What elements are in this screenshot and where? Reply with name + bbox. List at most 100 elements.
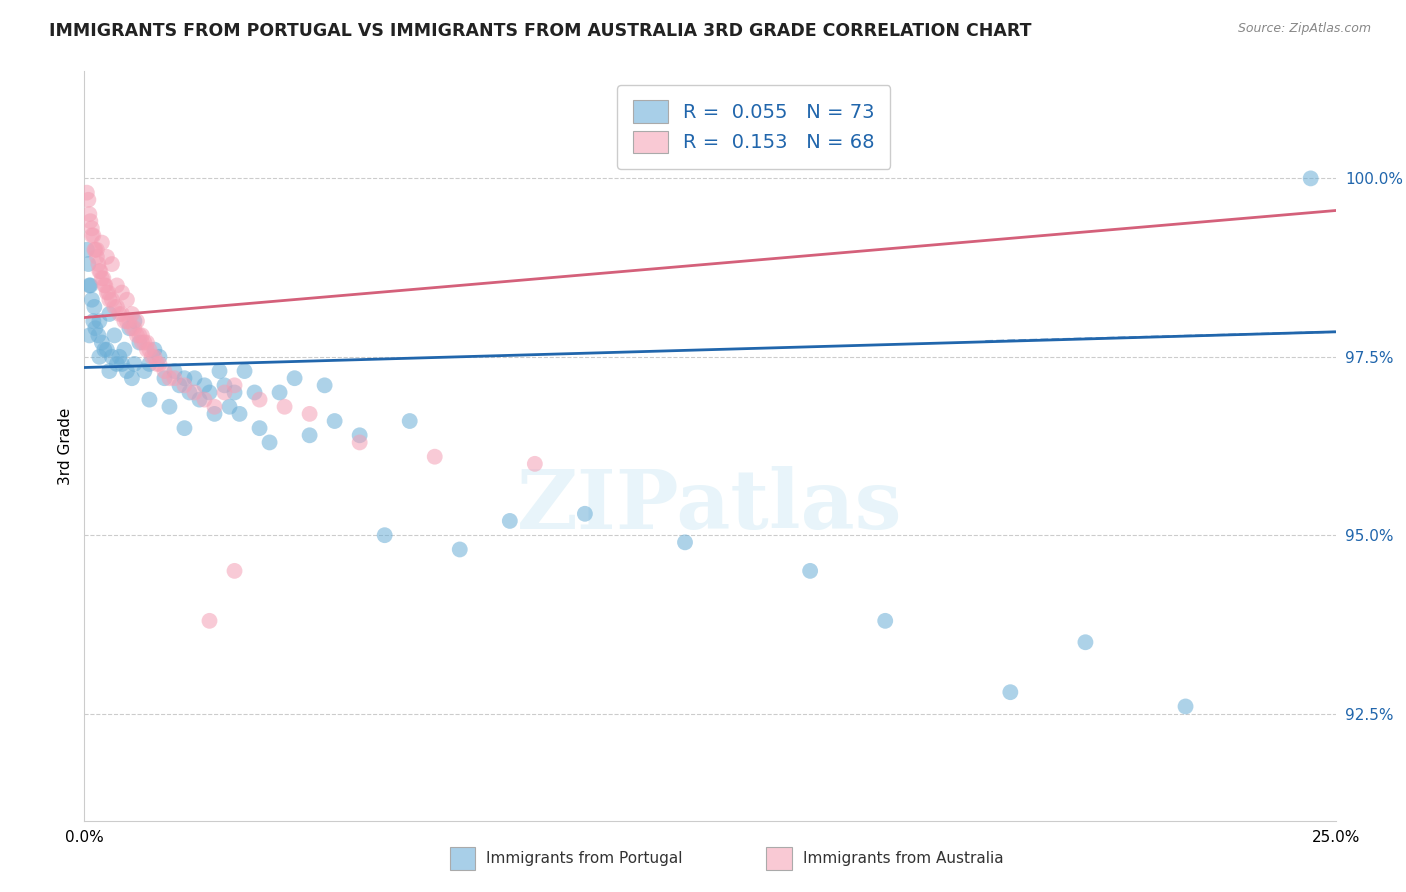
- Point: [138, 357, 160, 371]
- Point: [89, 314, 111, 328]
- Point: [80, 293, 103, 307]
- Point: [1074, 635, 1097, 649]
- Point: [224, 564, 246, 578]
- Point: [115, 364, 138, 378]
- Point: [86, 243, 108, 257]
- Point: [208, 364, 231, 378]
- Point: [183, 371, 205, 385]
- Point: [214, 378, 236, 392]
- Point: [96, 285, 118, 300]
- Point: [131, 328, 153, 343]
- Point: [84, 243, 107, 257]
- Point: [101, 293, 124, 307]
- Point: [76, 186, 98, 200]
- Point: [183, 385, 205, 400]
- Point: [1174, 699, 1197, 714]
- Point: [111, 285, 134, 300]
- Point: [875, 614, 897, 628]
- Point: [314, 378, 336, 392]
- Point: [121, 321, 143, 335]
- Point: [90, 271, 112, 285]
- Point: [82, 314, 104, 328]
- Point: [198, 385, 221, 400]
- Point: [193, 378, 215, 392]
- Point: [96, 343, 118, 357]
- Point: [259, 435, 281, 450]
- Point: [77, 257, 100, 271]
- Point: [173, 378, 195, 392]
- Point: [159, 400, 181, 414]
- Point: [83, 243, 105, 257]
- Point: [673, 535, 696, 549]
- Point: [574, 507, 596, 521]
- Point: [269, 385, 291, 400]
- Point: [111, 307, 134, 321]
- Point: [124, 314, 146, 328]
- Point: [136, 335, 159, 350]
- Point: [124, 321, 146, 335]
- Point: [96, 250, 118, 264]
- Point: [799, 564, 821, 578]
- Point: [198, 614, 221, 628]
- Point: [111, 357, 134, 371]
- Point: [228, 407, 250, 421]
- Point: [188, 392, 211, 407]
- Point: [89, 350, 111, 364]
- Point: [101, 257, 124, 271]
- Point: [134, 364, 156, 378]
- Text: Source: ZipAtlas.com: Source: ZipAtlas.com: [1237, 22, 1371, 36]
- Point: [204, 407, 226, 421]
- Point: [143, 350, 166, 364]
- Point: [173, 371, 195, 385]
- Point: [125, 314, 148, 328]
- Point: [349, 435, 371, 450]
- Point: [449, 542, 471, 557]
- Point: [79, 328, 101, 343]
- Point: [118, 321, 141, 335]
- Point: [121, 307, 143, 321]
- Point: [163, 371, 186, 385]
- Point: [115, 314, 138, 328]
- Point: [193, 392, 215, 407]
- Point: [97, 285, 120, 300]
- Point: [98, 307, 121, 321]
- Point: [93, 343, 115, 357]
- Point: [115, 293, 138, 307]
- Point: [159, 371, 181, 385]
- Point: [121, 371, 143, 385]
- Point: [108, 350, 131, 364]
- Point: [112, 314, 135, 328]
- Text: IMMIGRANTS FROM PORTUGAL VS IMMIGRANTS FROM AUSTRALIA 3RD GRADE CORRELATION CHAR: IMMIGRANTS FROM PORTUGAL VS IMMIGRANTS F…: [49, 22, 1032, 40]
- Text: ZIPatlas: ZIPatlas: [517, 466, 903, 546]
- Point: [77, 193, 100, 207]
- Point: [84, 321, 107, 335]
- Point: [112, 343, 135, 357]
- Point: [138, 343, 160, 357]
- Point: [1299, 171, 1322, 186]
- Point: [349, 428, 371, 442]
- Point: [224, 378, 246, 392]
- Point: [163, 364, 186, 378]
- Point: [90, 335, 112, 350]
- Point: [131, 335, 153, 350]
- Point: [128, 328, 150, 343]
- Point: [103, 300, 125, 314]
- Point: [148, 357, 170, 371]
- Point: [76, 243, 98, 257]
- Point: [243, 385, 266, 400]
- Point: [89, 264, 111, 278]
- Point: [80, 221, 103, 235]
- Point: [138, 392, 160, 407]
- Point: [136, 343, 159, 357]
- Point: [89, 264, 111, 278]
- Point: [249, 392, 271, 407]
- Point: [108, 307, 131, 321]
- Point: [374, 528, 396, 542]
- Point: [86, 250, 108, 264]
- Point: [105, 278, 128, 293]
- Point: [423, 450, 446, 464]
- Point: [125, 328, 148, 343]
- Point: [398, 414, 420, 428]
- Point: [79, 278, 101, 293]
- Point: [233, 364, 256, 378]
